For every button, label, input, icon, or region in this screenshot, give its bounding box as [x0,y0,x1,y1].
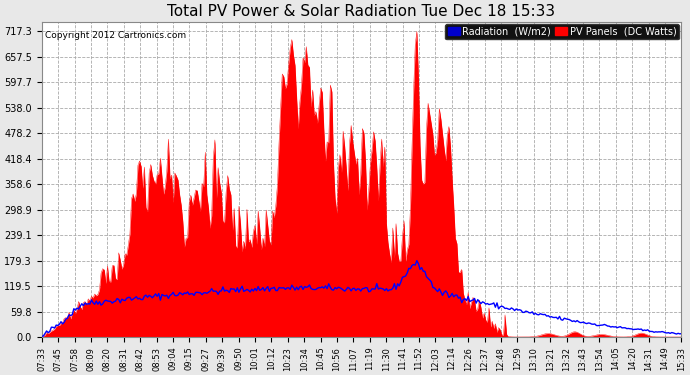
Text: Copyright 2012 Cartronics.com: Copyright 2012 Cartronics.com [45,31,186,40]
Legend: Radiation  (W/m2), PV Panels  (DC Watts): Radiation (W/m2), PV Panels (DC Watts) [445,24,680,39]
Title: Total PV Power & Solar Radiation Tue Dec 18 15:33: Total PV Power & Solar Radiation Tue Dec… [168,4,555,19]
